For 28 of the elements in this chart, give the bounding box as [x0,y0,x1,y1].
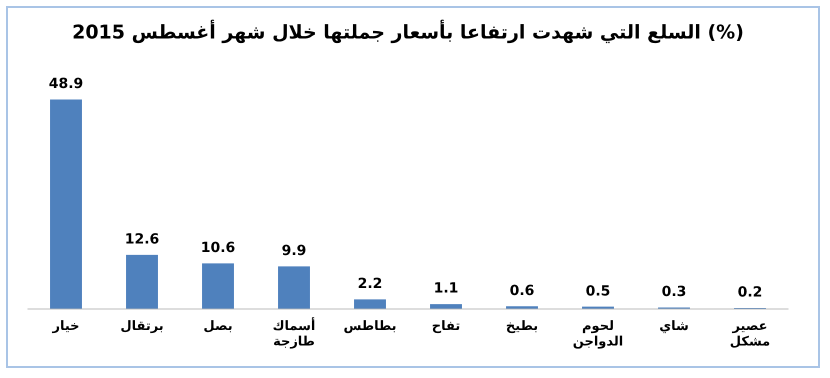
data-label: 48.9 [48,76,84,92]
data-label: 10.6 [200,240,236,256]
data-label: 0.5 [586,283,610,300]
chart-title: السلع التي شهدت ارتفاعا بأسعار جملتها خلال شهر أغسطس 2015 (%) [72,19,744,44]
bar [126,254,158,309]
bar [278,266,310,309]
x-tick-label: خيار [51,318,80,334]
x-tick-label: برتقال [120,318,164,334]
data-label: 12.6 [124,232,160,248]
x-tick-label: بطيخ [506,318,538,334]
data-label: 0.6 [510,282,534,299]
data-label: 9.9 [282,243,306,260]
data-label: 0.2 [738,284,762,301]
bar [506,306,538,309]
x-tick-label: لحوم الدواجن [572,318,624,350]
data-label: 2.2 [358,276,382,292]
x-tick-label: أسماك طازجة [272,316,316,350]
x-tick-label: عصير مشكل [730,318,770,350]
x-tick-label: تفاح [432,318,460,334]
bar [354,299,386,309]
bar [50,100,82,309]
bar [430,304,462,309]
data-label: 1.1 [434,280,458,297]
x-tick-label: شاي [659,318,689,334]
x-tick-label: بصل [203,318,233,334]
data-label: 0.3 [662,284,686,300]
x-tick-label: بطاطس [343,318,397,334]
bar [202,263,234,309]
